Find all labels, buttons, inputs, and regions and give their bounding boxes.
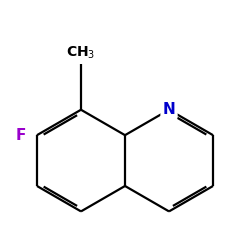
Text: F: F bbox=[16, 128, 26, 143]
Text: CH$_3$: CH$_3$ bbox=[66, 45, 96, 62]
Text: N: N bbox=[163, 102, 175, 117]
